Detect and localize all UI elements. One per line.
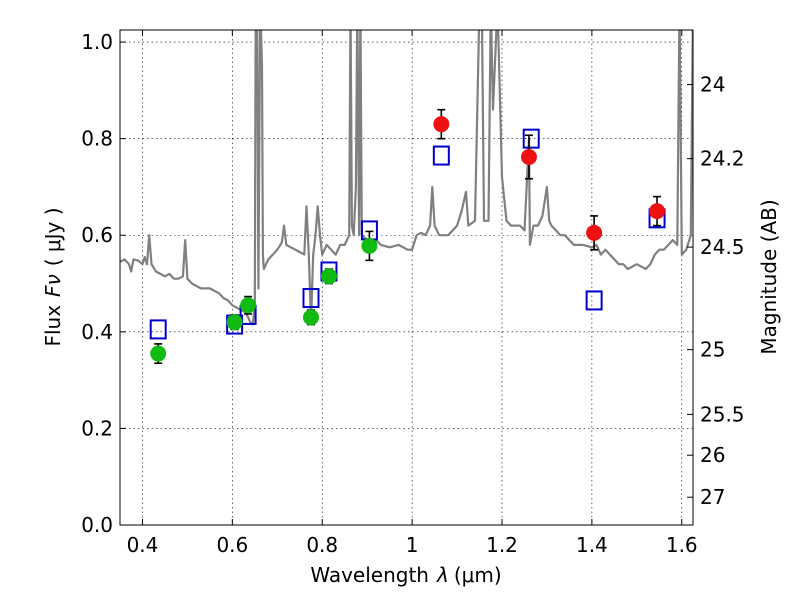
observed-point xyxy=(520,149,537,166)
x-tick-label: 1.6 xyxy=(666,533,698,557)
y-tick-label: 0.4 xyxy=(81,320,113,344)
y-axis-label: FluxFν( μJy ) xyxy=(41,207,65,346)
y-tick-label: 0.6 xyxy=(81,223,113,247)
x-axis-label: Wavelength λ (μm) xyxy=(310,563,501,587)
observed-point xyxy=(586,224,603,241)
observed-point xyxy=(361,237,378,254)
observed-point xyxy=(303,309,319,326)
model-photometry-square xyxy=(432,145,450,166)
y2-tick-label: 24 xyxy=(700,73,725,97)
model-spectrum-line xyxy=(120,30,693,326)
x-tick-label: 0.8 xyxy=(306,533,338,557)
observed-point xyxy=(240,297,257,314)
observed-photometry-markers xyxy=(150,116,666,362)
x-tick-label: 0.4 xyxy=(127,533,159,557)
observed-point xyxy=(433,116,450,133)
x-tick-label: 1.2 xyxy=(486,533,518,557)
grid-lines xyxy=(120,30,693,526)
y2-tick-label: 26 xyxy=(700,443,725,467)
y2-tick-label: 24.5 xyxy=(700,235,745,259)
y-tick-label: 0.2 xyxy=(81,416,113,440)
plot-frame xyxy=(119,29,694,526)
x-tick-label: 0.6 xyxy=(216,533,248,557)
model-photometry-square xyxy=(585,290,603,311)
model-photometry-square xyxy=(302,288,320,309)
observed-point xyxy=(226,314,243,331)
y-tick-label: 0.0 xyxy=(81,513,113,537)
observed-point xyxy=(150,345,167,362)
x-axis-ticks: 0.4 0.6 0.8 1 1.2 1.4 1.6 xyxy=(127,30,698,557)
y2-tick-label: 27 xyxy=(700,485,725,509)
y-axis-ticks: 0.0 0.2 0.4 0.6 0.8 1.0 xyxy=(81,30,126,537)
x-tick-label: 1.4 xyxy=(576,533,608,557)
y-tick-label: 1.0 xyxy=(81,30,113,54)
y2-tick-label: 24.2 xyxy=(700,147,745,171)
y2-axis-ticks: 24 24.2 24.5 25 25.5 26 27 xyxy=(687,73,745,509)
model-photometry-square xyxy=(522,128,540,149)
observed-point xyxy=(649,203,666,220)
x-tick-label: 1 xyxy=(406,533,419,557)
y2-tick-label: 25.5 xyxy=(700,402,745,426)
y2-tick-label: 25 xyxy=(700,338,725,362)
y-tick-label: 0.8 xyxy=(81,127,113,151)
y2-axis-label: Magnitude (AB) xyxy=(757,199,781,354)
observed-point xyxy=(320,268,337,285)
model-photometry-square xyxy=(149,319,167,340)
